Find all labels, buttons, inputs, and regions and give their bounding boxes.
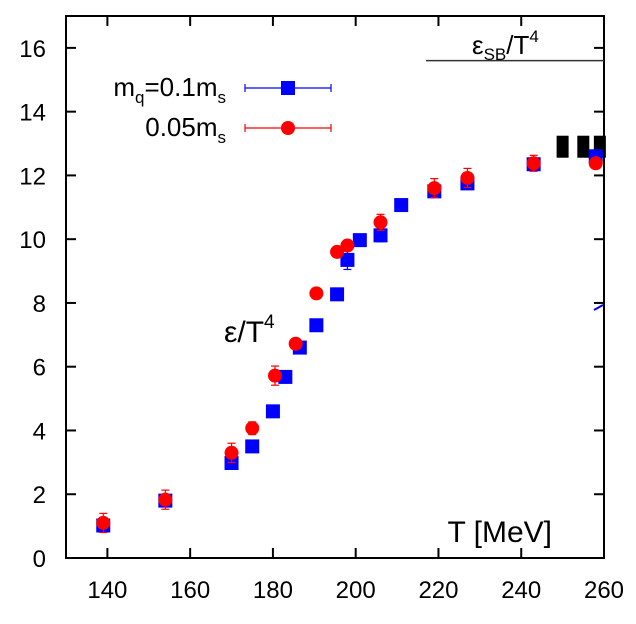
- legend-text-part: 0.05m: [145, 112, 217, 142]
- data-point-circle: [373, 215, 388, 230]
- data-point-square: [245, 439, 260, 454]
- sb-main: ε: [472, 30, 484, 60]
- data-point-square: [373, 228, 388, 243]
- y-tick-label: 10: [19, 227, 46, 254]
- y-tick-label: 4: [33, 418, 46, 445]
- data-point-square: [340, 252, 355, 267]
- data-point-circle: [96, 515, 111, 530]
- data-point-square: [394, 198, 409, 213]
- legend-label-mq-0.1ms: mq=0.1ms: [113, 72, 226, 107]
- data-point-circle: [267, 368, 282, 383]
- data-point-circle: [427, 181, 442, 196]
- data-point-circle: [309, 286, 324, 301]
- data-point-circle: [224, 445, 239, 460]
- eps-sup: 4: [264, 312, 275, 333]
- annotation-sb-label: εSB/T4: [472, 27, 539, 64]
- sb-sub: SB: [484, 45, 507, 64]
- x-tick-label: 260: [584, 577, 624, 604]
- data-point-square: [278, 369, 293, 384]
- legend-marker-square: [281, 81, 295, 95]
- data-point-circle: [526, 156, 541, 171]
- y-tick-label: 2: [33, 482, 46, 509]
- data-point-square: [265, 404, 280, 419]
- y-tick-label: 8: [33, 291, 46, 318]
- x-axis-label: T [MeV]: [448, 516, 552, 549]
- legend-text-part: =0.1m: [145, 72, 218, 102]
- legend-text-part: s: [218, 88, 227, 107]
- legend-text-part: s: [218, 128, 227, 147]
- sb-sup: 4: [529, 27, 538, 46]
- data-point-square: [309, 318, 324, 333]
- plot-frame: [65, 15, 605, 559]
- x-tick-label: 140: [87, 577, 127, 604]
- x-tick-label: 240: [501, 577, 541, 604]
- y-tick-labels: 0 2 4 6 8 10 12 14 16: [19, 36, 46, 573]
- y-tick-label: 14: [19, 100, 46, 127]
- y-tick-label: 12: [19, 163, 46, 190]
- data-series: [96, 149, 603, 534]
- legend-label-mq-0.05ms: 0.05ms: [145, 112, 226, 147]
- data-point-circle: [460, 170, 475, 185]
- axis-ticks: [66, 16, 605, 559]
- curve-fragment: [593, 304, 604, 311]
- y-tick-label: 16: [19, 36, 46, 63]
- data-point-circle: [340, 238, 355, 253]
- legend-text-part: m: [113, 72, 135, 102]
- series-mq-0.1ms: [96, 149, 603, 533]
- data-point-circle: [288, 336, 303, 351]
- data-point-square: [330, 287, 345, 302]
- sb-limit-marker: [556, 135, 569, 158]
- data-point-circle: [245, 421, 260, 436]
- data-point-circle: [158, 492, 173, 507]
- x-tick-label: 200: [336, 577, 376, 604]
- data-point-square: [352, 233, 367, 248]
- data-point-square: [224, 455, 239, 470]
- y-tick-label: 6: [33, 355, 46, 382]
- data-point-circle: [330, 244, 345, 259]
- annotation-eps-label: ε/T4: [224, 312, 275, 349]
- legend-text-part: q: [135, 88, 144, 107]
- data-point-circle: [588, 156, 603, 171]
- y-tick-label: 0: [33, 546, 46, 573]
- x-tick-label: 180: [253, 577, 293, 604]
- sb-slash: /T: [506, 30, 529, 60]
- eps-main: ε/T: [224, 316, 264, 349]
- series-mq-0.05ms: [96, 154, 603, 534]
- x-tick-label: 160: [170, 577, 210, 604]
- x-tick-label: 220: [418, 577, 458, 604]
- sb-limit-marker: [577, 135, 590, 158]
- x-tick-labels: 140 160 180 200 220 240 260: [87, 577, 624, 604]
- legend-marker-circle: [281, 121, 295, 135]
